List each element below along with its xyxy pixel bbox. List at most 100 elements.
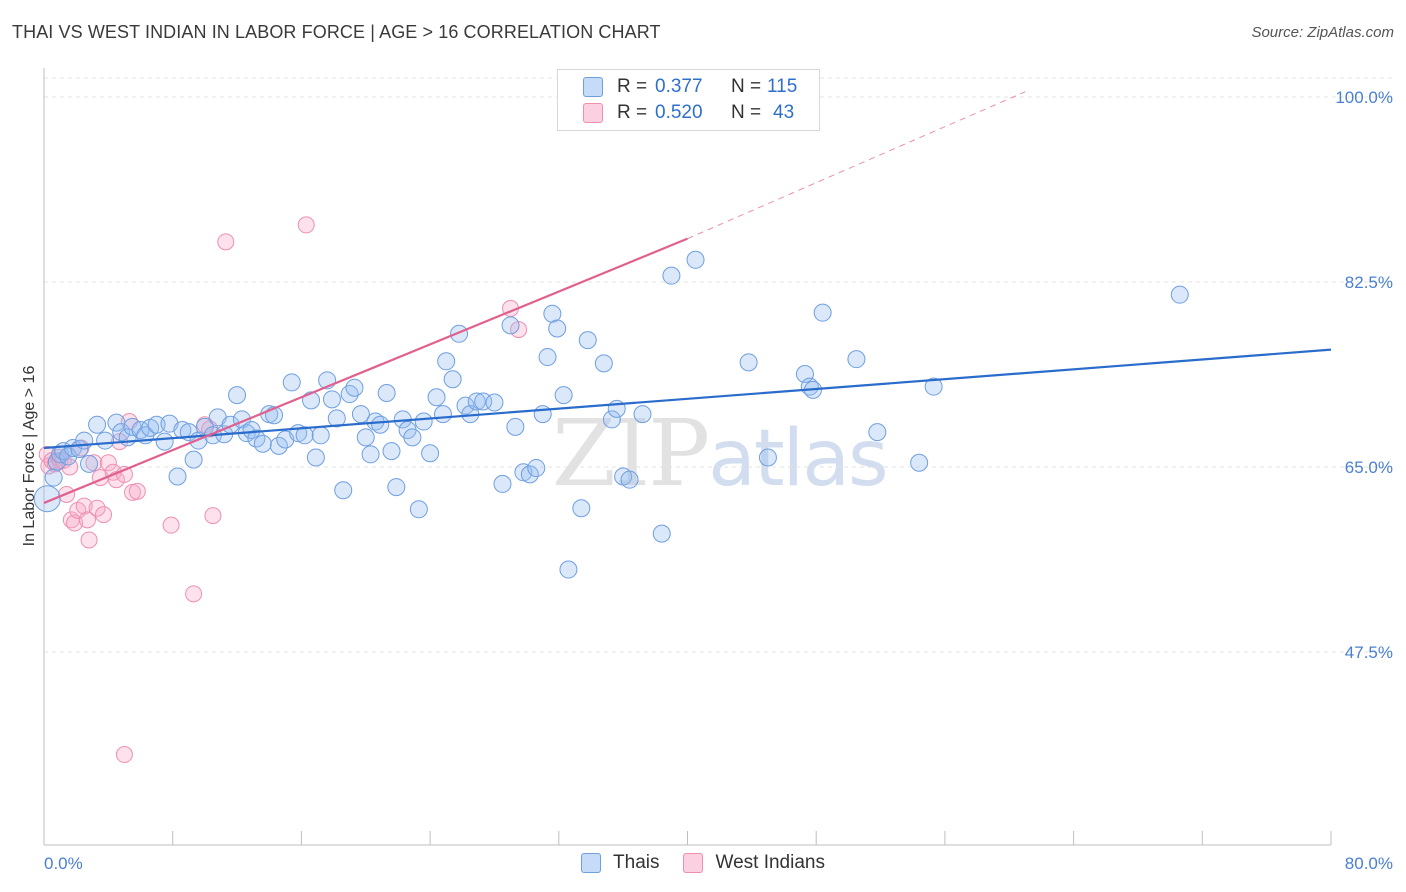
west-indians-point[interactable] xyxy=(80,531,98,549)
thais-point[interactable] xyxy=(758,448,777,467)
y-tick-label: 100.0% xyxy=(1335,88,1393,107)
thais-point[interactable] xyxy=(1170,285,1189,304)
thais-point[interactable] xyxy=(739,353,758,372)
thais-point[interactable] xyxy=(813,303,832,322)
thais-point[interactable] xyxy=(501,316,520,335)
thais-point[interactable] xyxy=(253,434,272,453)
thais-point[interactable] xyxy=(377,384,396,402)
thais-point[interactable] xyxy=(147,415,166,434)
thais-point[interactable] xyxy=(456,396,475,415)
thais-point[interactable] xyxy=(800,377,819,396)
west-indians-point[interactable] xyxy=(185,585,203,603)
thais-point[interactable] xyxy=(572,499,591,518)
west-indians-point[interactable] xyxy=(128,482,146,500)
thais-point[interactable] xyxy=(403,428,422,447)
thais-point[interactable] xyxy=(554,386,573,405)
thais-point[interactable] xyxy=(620,470,639,489)
thais-point[interactable] xyxy=(351,405,370,424)
thais-point[interactable] xyxy=(578,331,597,350)
legend-r-value: 0.520 xyxy=(655,102,703,123)
thais-point[interactable] xyxy=(228,386,247,405)
thais-point[interactable] xyxy=(88,415,107,434)
west-indians-point[interactable] xyxy=(217,233,235,251)
thais-point[interactable] xyxy=(443,370,462,389)
legend-item-thais[interactable]: Thais xyxy=(581,852,659,874)
thais-point[interactable] xyxy=(306,448,325,467)
thais-point[interactable] xyxy=(361,445,380,464)
west-indians-point[interactable] xyxy=(66,514,84,532)
thais-point[interactable] xyxy=(155,432,174,451)
thais-point[interactable] xyxy=(63,438,82,457)
thais-point[interactable] xyxy=(493,474,512,493)
thais-point[interactable] xyxy=(269,436,288,455)
thais-point[interactable] xyxy=(652,524,671,543)
thais-point[interactable] xyxy=(282,373,301,392)
thais-swatch xyxy=(583,77,603,97)
thais-point[interactable] xyxy=(662,266,681,285)
thais-point[interactable] xyxy=(414,412,433,431)
thais-point[interactable] xyxy=(311,426,330,445)
thais-point[interactable] xyxy=(538,348,557,367)
grid-lines xyxy=(44,77,1393,653)
thais-point[interactable] xyxy=(80,454,99,473)
thais-point[interactable] xyxy=(437,352,456,371)
thais-point[interactable] xyxy=(594,354,613,373)
thais-point[interactable] xyxy=(485,393,504,412)
legend-n-value: 115 xyxy=(767,76,798,97)
thais-point[interactable] xyxy=(382,442,401,461)
thais-point[interactable] xyxy=(847,350,866,369)
thais-point[interactable] xyxy=(44,468,63,487)
west-indians-point[interactable] xyxy=(75,497,93,515)
legend-row-thais: R = 0.377 N = 115 xyxy=(583,76,797,98)
west-indians-point[interactable] xyxy=(115,746,133,764)
thais-point[interactable] xyxy=(340,385,359,404)
thais-point[interactable] xyxy=(433,405,452,424)
thais-point[interactable] xyxy=(75,431,94,450)
thais-point[interactable] xyxy=(59,447,78,466)
thais-point[interactable] xyxy=(327,409,346,428)
thais-point[interactable] xyxy=(334,481,353,500)
thais-point[interactable] xyxy=(520,465,539,484)
thais-point[interactable] xyxy=(467,392,486,411)
thais-point[interactable] xyxy=(295,426,314,445)
thais-point[interactable] xyxy=(543,304,562,323)
thais-point[interactable] xyxy=(559,560,578,579)
y-tick-label: 65.0% xyxy=(1345,458,1393,477)
thais-point[interactable] xyxy=(427,388,446,407)
thais-point[interactable] xyxy=(686,250,705,269)
thais-point[interactable] xyxy=(322,390,341,409)
thais-point[interactable] xyxy=(633,405,652,424)
west-indians-point[interactable] xyxy=(204,507,222,525)
thais-points xyxy=(33,250,1189,579)
thais-point[interactable] xyxy=(421,444,440,463)
thais-point[interactable] xyxy=(356,428,375,447)
y-tick-label: 82.5% xyxy=(1345,273,1393,292)
thais-point[interactable] xyxy=(533,405,552,424)
thais-point[interactable] xyxy=(168,467,187,486)
west-indians-point[interactable] xyxy=(95,506,113,524)
thais-point[interactable] xyxy=(184,450,203,469)
west-indians-trend-line xyxy=(43,237,688,504)
west-indians-points xyxy=(38,216,528,764)
thais-point[interactable] xyxy=(868,423,887,442)
thais-point[interactable] xyxy=(924,377,943,396)
west-indians-point[interactable] xyxy=(162,516,180,534)
thais-point[interactable] xyxy=(910,453,929,472)
thais-point[interactable] xyxy=(242,421,261,439)
thais-point[interactable] xyxy=(409,500,428,519)
west-indians-point[interactable] xyxy=(297,216,315,234)
thais-point[interactable] xyxy=(96,431,115,450)
thais-point[interactable] xyxy=(506,417,525,436)
west-indians-point[interactable] xyxy=(88,499,106,517)
thais-point[interactable] xyxy=(33,485,61,513)
thais-point[interactable] xyxy=(602,410,621,429)
thais-point[interactable] xyxy=(387,478,406,497)
thais-point[interactable] xyxy=(371,415,390,434)
legend-item-west-indians[interactable]: West Indians xyxy=(683,852,825,874)
thais-point[interactable] xyxy=(345,378,364,397)
west-indians-point[interactable] xyxy=(78,511,96,529)
thais-point[interactable] xyxy=(527,459,546,478)
west-indians-point[interactable] xyxy=(99,454,117,472)
legend-row-west-indians: R = 0.520 N = 43 xyxy=(583,102,794,124)
thais-point[interactable] xyxy=(548,319,567,338)
